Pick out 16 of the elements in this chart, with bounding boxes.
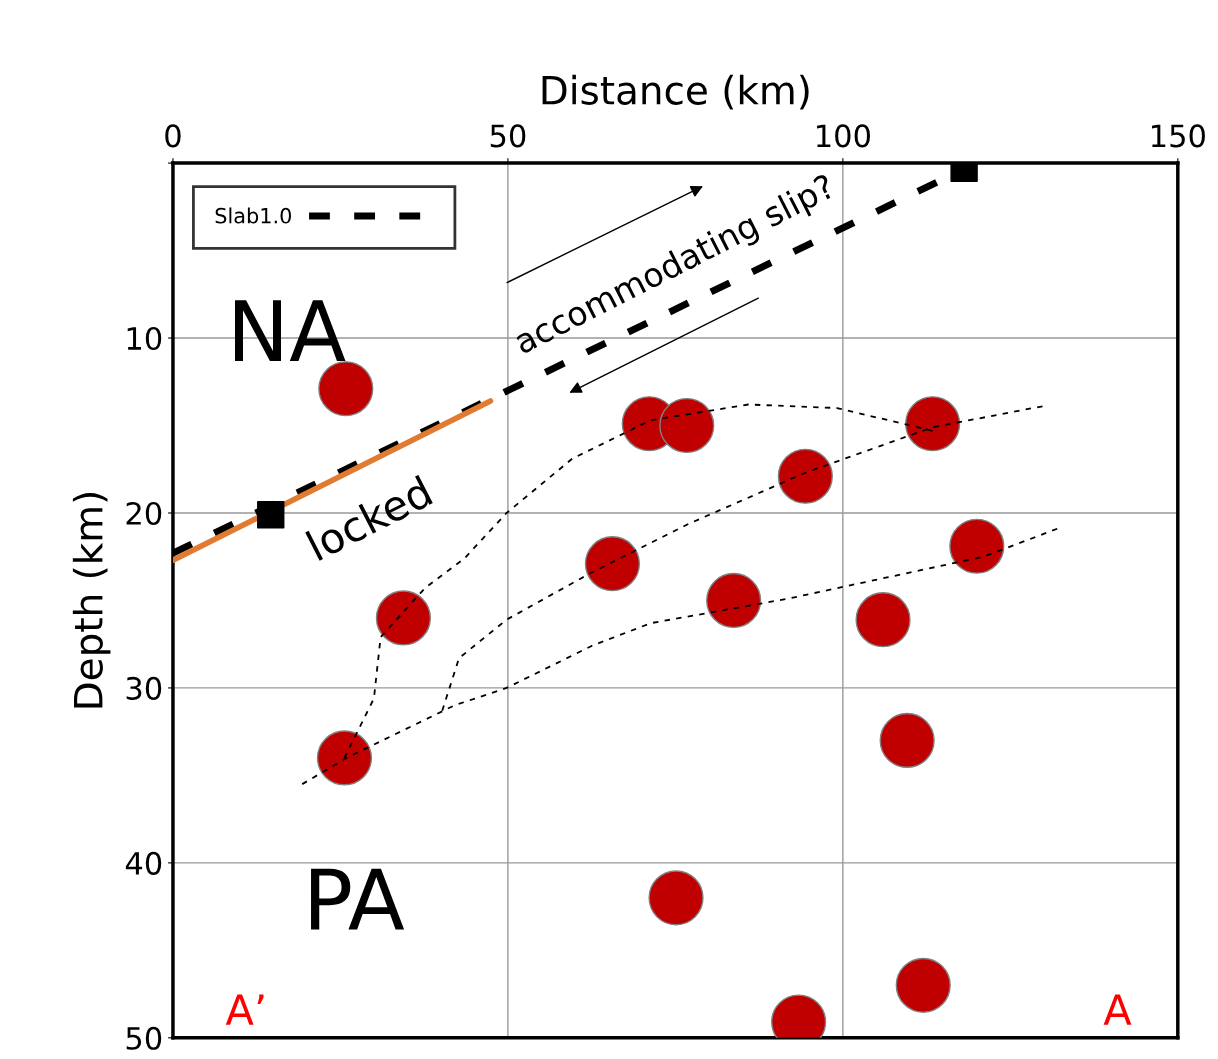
annotation: PA <box>311 868 405 930</box>
y-tick-label: 10 <box>127 326 162 351</box>
annotation: A’ <box>225 994 264 1025</box>
y-tick-label: 40 <box>125 851 162 875</box>
annotation: A <box>1103 994 1132 1025</box>
y-tick-label: 20 <box>126 501 162 526</box>
x-tick-label: 150 <box>1152 124 1205 148</box>
annotation: NA <box>235 300 346 362</box>
y-axis-title: Depth (km) <box>72 493 111 708</box>
y-tick-label: 30 <box>126 676 162 700</box>
text: Slab1.0 <box>215 207 292 224</box>
x-axis-title: Distance (km) <box>542 74 809 110</box>
x-tick-label: 50 <box>490 124 526 148</box>
y-tick-label: 50 <box>126 1026 162 1050</box>
x-tick-label: 0 <box>165 124 181 148</box>
x-tick-label: 100 <box>817 124 870 148</box>
